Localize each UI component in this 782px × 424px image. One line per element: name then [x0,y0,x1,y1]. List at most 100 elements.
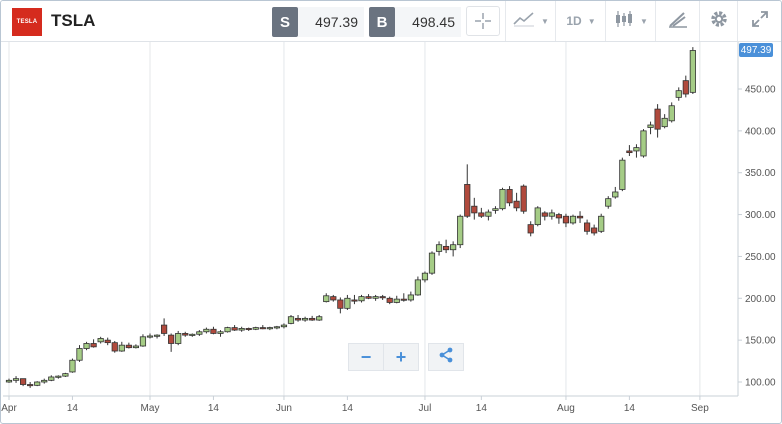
buy-button[interactable]: B [369,7,395,37]
candle [379,294,386,300]
candle-body [259,327,266,330]
candle-body [591,227,598,234]
candle-body [654,108,661,130]
candle [175,330,182,346]
candle-body [534,207,541,226]
candle-body [457,215,464,246]
candle [27,382,34,388]
candle-body [12,378,20,381]
zoom-in-button[interactable]: + [384,343,419,371]
zoom-controls: − + [348,343,419,371]
candlestick-icon [614,10,634,33]
candle [534,206,541,227]
candle [301,316,309,322]
candle [492,206,499,214]
y-tick-label: 150.00 [745,336,776,347]
candle [125,342,132,349]
candle [626,145,633,156]
candle [344,294,351,311]
candle [97,336,104,344]
share-button[interactable] [428,343,464,371]
candle-body [471,205,478,214]
interval-selector[interactable]: 1D ▼ [555,1,606,41]
candle-body [97,338,104,343]
fullscreen-button[interactable] [737,1,781,41]
y-tick-label: 350.00 [745,168,776,179]
candle [499,187,506,211]
candle-body [280,324,288,328]
candle [555,212,563,224]
candle-body [675,90,682,98]
candle-body [175,333,182,344]
candle-body [464,184,471,217]
buy-box[interactable]: B 498.45 [369,7,461,37]
settings-button[interactable] [699,1,738,41]
candle [309,315,316,321]
candle [231,325,238,331]
y-tick-label: 450.00 [745,85,776,96]
candle [520,184,527,214]
chart-type-tool[interactable]: ▼ [505,1,556,41]
candle-body [168,334,175,344]
sell-box[interactable]: S 497.39 [272,7,364,37]
candle [478,207,485,218]
candle-body [626,150,633,154]
candle [132,344,139,349]
candle [76,345,83,362]
candle [203,327,210,334]
candle [259,325,266,330]
candle-body [407,294,414,301]
chart-toolbar: TESLA TSLA S 497.39 B 498.45 ▼ 1D ▼ [1,1,781,42]
candle-body [316,316,323,321]
candle [605,196,612,209]
y-tick-label: 400.00 [745,126,776,137]
candle [83,341,90,351]
candle-body [19,378,27,385]
candle-body [273,326,281,329]
candle-body [344,297,351,309]
y-tick-label: 200.00 [745,294,776,305]
candle-body [125,344,132,349]
candle-body [640,130,647,157]
candle-body [309,317,316,321]
candle-body [210,328,217,334]
candle [548,209,555,220]
candle [153,334,161,339]
candle-body [584,222,591,232]
candle [217,330,224,337]
crosshair-tool[interactable] [463,1,503,41]
candle [527,221,534,237]
candle [576,211,584,223]
candle-style-tool[interactable]: ▼ [605,1,656,41]
sell-price: 497.39 [298,7,364,37]
candle-body [139,336,147,347]
candle-body [393,298,400,303]
candle-body [647,124,654,128]
candle [12,376,20,383]
sell-button[interactable]: S [272,7,298,37]
line-chart-icon [513,11,535,32]
candle-body [541,212,548,217]
y-tick-label: 250.00 [745,252,776,263]
candle [5,378,13,383]
candle-body [562,215,570,224]
chevron-down-icon: ▼ [640,16,648,26]
candle-body [104,339,111,344]
candle-body [555,214,563,219]
candle-body [231,327,238,331]
candle [351,294,358,305]
candle-body [217,331,224,334]
candle [146,333,154,339]
zoom-out-button[interactable]: − [348,343,384,371]
candle-body [576,215,584,219]
candle [55,375,62,379]
candle-body [485,211,492,217]
company-logo: TESLA [12,8,42,36]
draw-tool[interactable] [655,1,700,41]
candle-body [421,272,429,281]
price-chart[interactable]: Apr 14 May 14 Jun 14 Jul 14 Aug 14 Sep 100.00 150.00… [1,42,781,423]
candle-body [330,296,337,301]
candle-body [294,317,302,321]
candle-body [111,342,118,352]
interval-label: 1D [566,14,582,28]
